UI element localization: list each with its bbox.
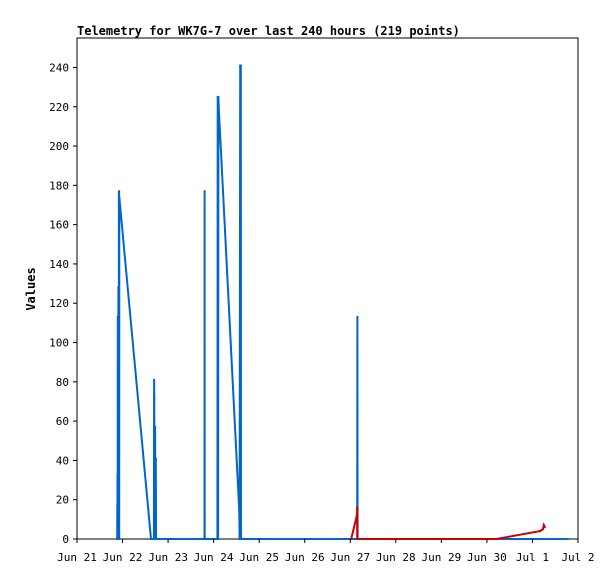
series-layer [116,64,569,540]
series-2-point [542,524,545,527]
y-tick-label: 20 [56,494,69,507]
series-1-point [116,473,119,476]
series-1-point [117,192,120,195]
series-1-point [118,196,121,199]
series-2-point [350,538,353,540]
x-tick-label: Jun 29 [421,551,461,564]
series-1-point [118,190,121,193]
series-1-point [116,504,119,507]
x-tick-label: Jul 1 [516,551,549,564]
series-1-point [217,105,220,108]
series-1-point [238,510,241,513]
y-tick-label: 100 [49,337,69,350]
x-tick-label: Jun 25 [239,551,279,564]
series-1-point [117,380,120,383]
x-tick-label: Jul 2 [561,551,594,564]
chart-title: Telemetry for WK7G-7 over last 240 hours… [77,24,460,38]
series-1-point [217,95,220,98]
y-tick-label: 200 [49,140,69,153]
x-tick-label: Jun 30 [467,551,507,564]
x-tick-label: Jun 22 [103,551,143,564]
y-tick-label: 40 [56,454,69,467]
series-1-point [153,378,156,381]
series-2-point [541,528,544,531]
y-tick-label: 60 [56,415,69,428]
series-1-point [203,190,206,193]
series-2-point [495,538,498,540]
y-tick-label: 140 [49,258,69,271]
series-1-point [240,538,243,540]
series-2-point [355,514,358,517]
series-1-point [117,410,120,413]
series-1-point [150,538,153,540]
series-1-point [155,538,158,540]
y-tick-label: 220 [49,101,69,114]
series-1-point [116,315,119,318]
x-tick-label: Jun 21 [57,551,97,564]
series-2-point [539,530,542,533]
x-tick-label: Jun 28 [376,551,416,564]
y-axis-label: Values [24,267,38,310]
series-1-point [217,538,220,540]
series-2-point [356,506,359,509]
y-tick-label: 160 [49,219,69,232]
series-1-point [239,64,242,67]
series-1-point [154,426,157,429]
plot-area [76,37,579,540]
series-2-point [356,538,359,540]
x-tick-label: Jun 24 [194,551,234,564]
series-1-point [566,538,569,540]
series-2-point [543,526,546,529]
x-tick-label: Jun 23 [148,551,188,564]
y-tick-label: 80 [56,376,69,389]
y-axis: 0 20 40 60 80 100 120 140 160 180 200 220 240 [49,61,77,546]
series-1-point [118,538,121,540]
x-tick-label: Jun 26 [285,551,325,564]
x-tick-label: Jun 27 [330,551,370,564]
x-axis: Jun 21 Jun 22 Jun 23 Jun 24 Jun 25 Jun 26 Jun … [57,539,595,564]
y-tick-label: 240 [49,61,69,74]
y-tick-label: 120 [49,297,69,310]
series-1-point [154,457,157,460]
series-1-point [153,396,156,399]
series-1-line [116,65,568,540]
series-1-point [203,538,206,540]
y-tick-label: 0 [62,533,69,546]
series-1-point [356,315,359,318]
y-tick-label: 180 [49,179,69,192]
series-1-point [117,286,120,289]
